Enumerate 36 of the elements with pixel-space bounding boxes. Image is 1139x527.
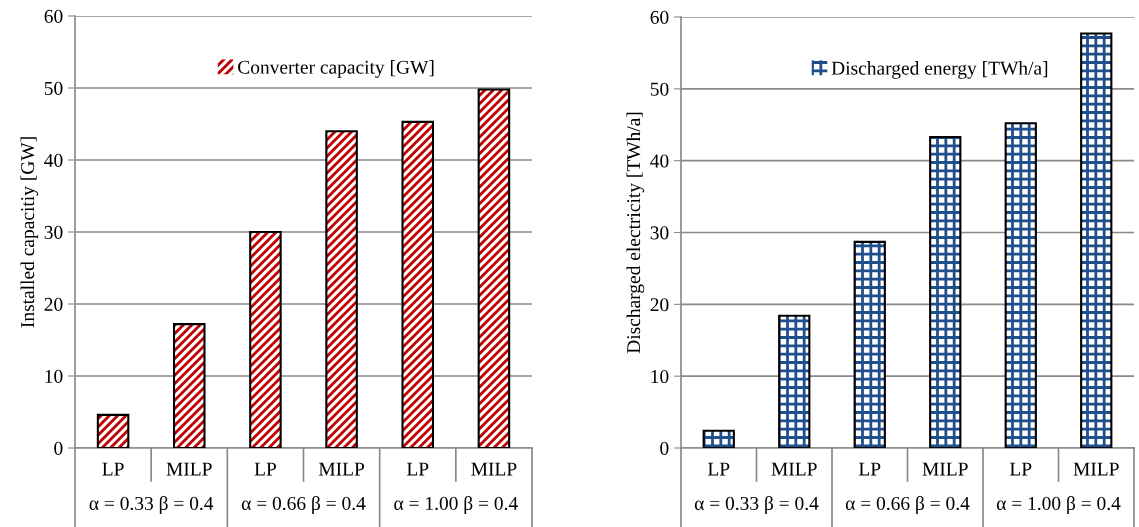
x-tick-label: LP [254, 462, 276, 476]
text: α = 0.66 β = 0.4 [845, 496, 970, 514]
x-tick-label: LP [858, 462, 881, 476]
x-tick-label: MILP [166, 462, 212, 476]
y-tick-label: 50 [650, 82, 669, 96]
x-tick-label: MILP [922, 462, 968, 476]
y-tick-label: 20 [44, 297, 63, 311]
x-tick-label: LP [707, 462, 730, 476]
y-tick-label: 0 [660, 441, 669, 455]
y-axis-title: Discharged electricity [TWh/a] [626, 112, 645, 354]
y-tick-label: 0 [54, 441, 63, 455]
text: α = 0.33 β = 0.4 [89, 496, 214, 514]
x-tick-label: LP [406, 462, 429, 476]
y-tick-label: 10 [45, 369, 63, 383]
x-tick-label: MILP [318, 462, 365, 476]
y-tick-label: 60 [650, 10, 669, 24]
text: α = 0.33 β = 0.4 [694, 496, 819, 514]
y-tick-label: 10 [651, 369, 669, 384]
y-tick-label: 30 [650, 226, 669, 240]
x-tick-label: LP [1009, 462, 1032, 476]
y-axis-title: Installed capacitiy [GW] [20, 137, 39, 328]
text: α = 1.00 β = 0.4 [394, 496, 518, 514]
text: α = 0.66 β = 0.4 [241, 496, 366, 514]
y-tick-label: 60 [44, 9, 63, 23]
y-tick-label: 50 [44, 81, 63, 95]
y-tick-label: 20 [650, 298, 669, 312]
x-tick-label: MILP [471, 462, 517, 476]
legend-label: Discharged energy [TWh/a] [831, 61, 1048, 79]
y-tick-label: 30 [44, 225, 63, 239]
text: α = 1.00 β = 0.4 [996, 496, 1121, 514]
x-tick-label: MILP [771, 462, 817, 476]
x-tick-label: LP [102, 462, 124, 476]
y-tick-label: 40 [44, 153, 63, 167]
legend-label: Converter capacity [GW] [238, 60, 434, 78]
x-tick-label: MILP [1073, 462, 1119, 476]
y-tick-label: 40 [650, 154, 669, 168]
